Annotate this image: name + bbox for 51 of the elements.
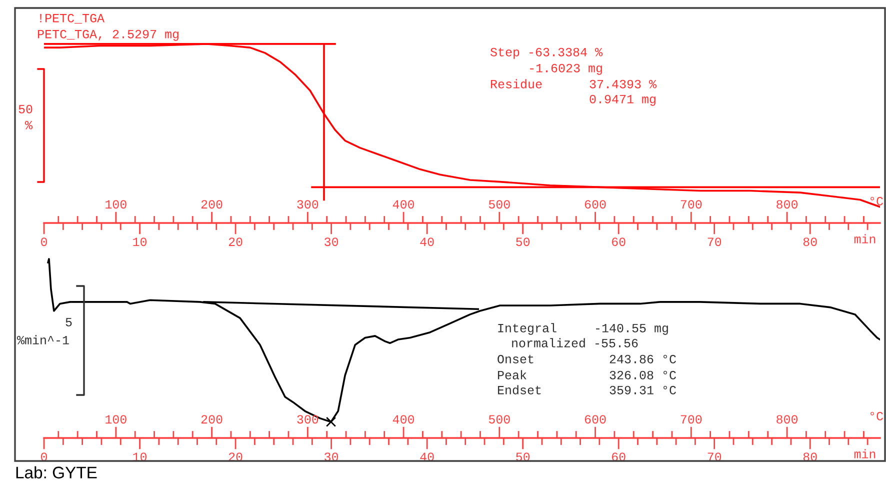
annotation: Peak <box>498 370 526 380</box>
x-tick-label: 60 <box>612 238 626 246</box>
annotation: 326.08 °C <box>610 370 676 380</box>
x2-tick-label: 200 <box>201 200 222 209</box>
x-tick-label: 80 <box>803 238 817 246</box>
x2-axis-title: °C <box>870 412 883 420</box>
annotation: Step -63.3384 % <box>490 48 603 59</box>
x2-tick-label: 300 <box>297 200 318 209</box>
x-tick-label: 70 <box>708 238 722 246</box>
x2-axis-title: °C <box>870 196 883 206</box>
x2-tick-label: 500 <box>488 200 510 209</box>
x2-tick-label: 800 <box>776 200 798 209</box>
x-tick-label: 50 <box>516 238 530 246</box>
annotation: 5 <box>66 318 72 326</box>
annotation: normalized -55.56 <box>512 338 638 348</box>
annotation: %min^-1 <box>17 335 69 344</box>
text: 50 <box>18 104 32 114</box>
x2-tick-label: 700 <box>680 200 702 209</box>
annotation: Onset <box>498 354 534 364</box>
x-tick-label: 20 <box>228 238 242 246</box>
x-tick-label: 10 <box>133 238 146 246</box>
annotation: -140.55 mg <box>596 324 668 335</box>
x2-tick-label: 500 <box>488 415 510 424</box>
x-axis-title: min <box>854 234 876 244</box>
x-tick-label: 30 <box>324 238 338 246</box>
text: !PETC_TGA <box>40 14 105 24</box>
annotation: Integral <box>498 323 556 335</box>
x-tick-label: 40 <box>420 452 434 462</box>
text: Lab: GYTE <box>16 466 97 478</box>
x-tick-label: 40 <box>420 238 434 246</box>
x2-tick-label: 400 <box>392 200 414 209</box>
x2-tick-label: 100 <box>106 200 126 209</box>
x2-tick-label: 200 <box>201 415 222 424</box>
annotation: -1.6023 mg <box>530 64 602 75</box>
x2-tick-label: 600 <box>584 200 606 209</box>
annotation: 359.31 °C <box>610 386 676 394</box>
annotation: 0.9471 mg <box>590 94 656 106</box>
x-tick-label: 0 <box>41 238 47 246</box>
text: % <box>25 120 33 130</box>
x2-tick-label: 600 <box>584 415 606 424</box>
annotation: 37.4393 % <box>590 80 657 88</box>
x2-tick-label: 700 <box>680 415 702 424</box>
annotation: 243.86 °C <box>610 354 676 364</box>
annotation: Endset <box>498 385 541 394</box>
x-axis-title: min <box>854 449 876 458</box>
x2-tick-label: 100 <box>106 415 126 424</box>
annotation: Residue <box>490 79 542 88</box>
text: PETC_TGA, 2.5297 mg <box>38 30 178 41</box>
x2-tick-label: 300 <box>297 415 318 424</box>
x2-tick-label: 800 <box>776 415 798 424</box>
x2-tick-label: 400 <box>392 415 414 424</box>
